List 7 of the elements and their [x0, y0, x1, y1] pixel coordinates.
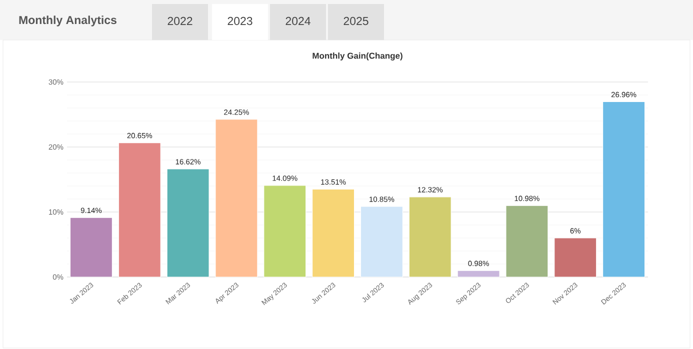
text: 2022 — [168, 16, 192, 26]
text: 2023 — [228, 16, 252, 26]
text: Monthly Analytics — [19, 16, 116, 26]
chart-title: Monthly Gain(Change) — [312, 52, 402, 60]
bar — [457, 270, 500, 278]
text: 2024 — [286, 16, 310, 26]
text: 2025 — [344, 16, 368, 26]
